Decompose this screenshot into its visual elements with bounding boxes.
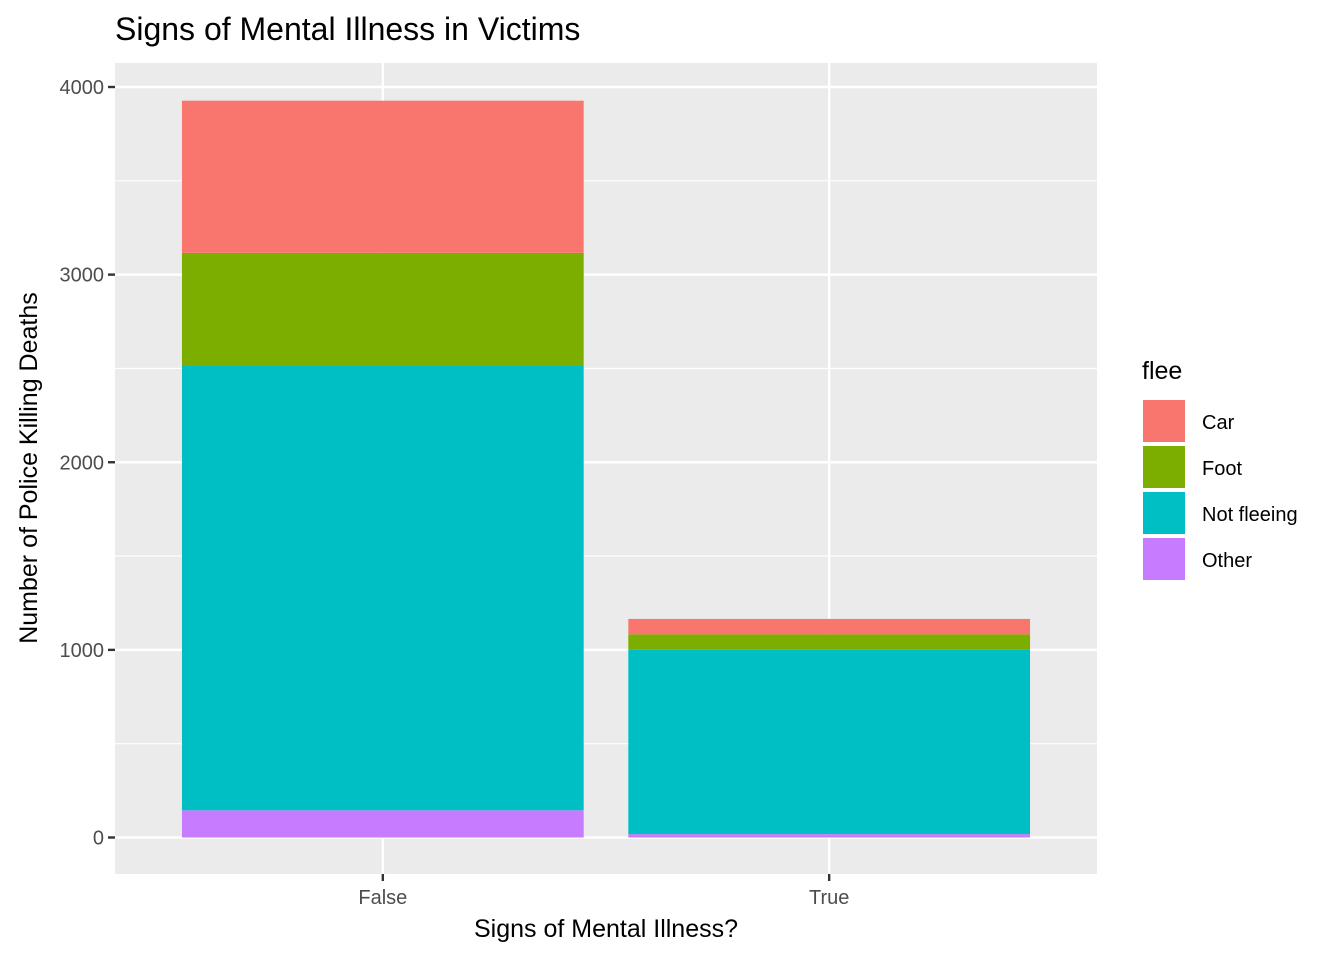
y-tick-label: 4000 xyxy=(60,77,105,99)
legend-swatch-car xyxy=(1143,400,1185,442)
legend-title: flee xyxy=(1142,357,1182,385)
bar-segment-foot-true xyxy=(628,634,1031,650)
y-tick-label: 0 xyxy=(93,828,104,850)
bar-segment-car-true xyxy=(628,618,1031,635)
legend: flee Car Foot Not fleeing Other xyxy=(1142,357,1298,580)
y-axis-title: Number of Police Killing Deaths xyxy=(15,292,43,644)
legend-swatch-other xyxy=(1143,538,1185,580)
legend-label: Not fleeing xyxy=(1202,504,1298,526)
legend-swatch-not-fleeing xyxy=(1143,492,1185,534)
bar-segment-not-fleeing-false xyxy=(181,365,584,811)
x-axis-title: Signs of Mental Illness? xyxy=(474,915,738,943)
bar-segment-foot-false xyxy=(181,252,584,366)
bars-layer xyxy=(181,100,1031,838)
legend-swatch-foot xyxy=(1143,446,1185,488)
x-tick-label: False xyxy=(358,887,407,909)
bar-segment-not-fleeing-true xyxy=(628,649,1031,835)
y-tick-label: 1000 xyxy=(60,640,105,662)
legend-label: Foot xyxy=(1202,458,1242,480)
bar-segment-car-false xyxy=(181,100,584,253)
bar-segment-other-true xyxy=(628,834,1031,838)
x-tick-label: True xyxy=(809,887,849,909)
chart-title: Signs of Mental Illness in Victims xyxy=(115,11,580,47)
y-tick-label: 3000 xyxy=(60,265,105,287)
axis-layer: 0 1000 2000 3000 4000 False True xyxy=(60,77,850,909)
y-tick-label: 2000 xyxy=(60,452,105,474)
legend-label: Car xyxy=(1202,412,1235,434)
legend-label: Other xyxy=(1202,550,1252,572)
bar-segment-other-false xyxy=(181,810,584,838)
